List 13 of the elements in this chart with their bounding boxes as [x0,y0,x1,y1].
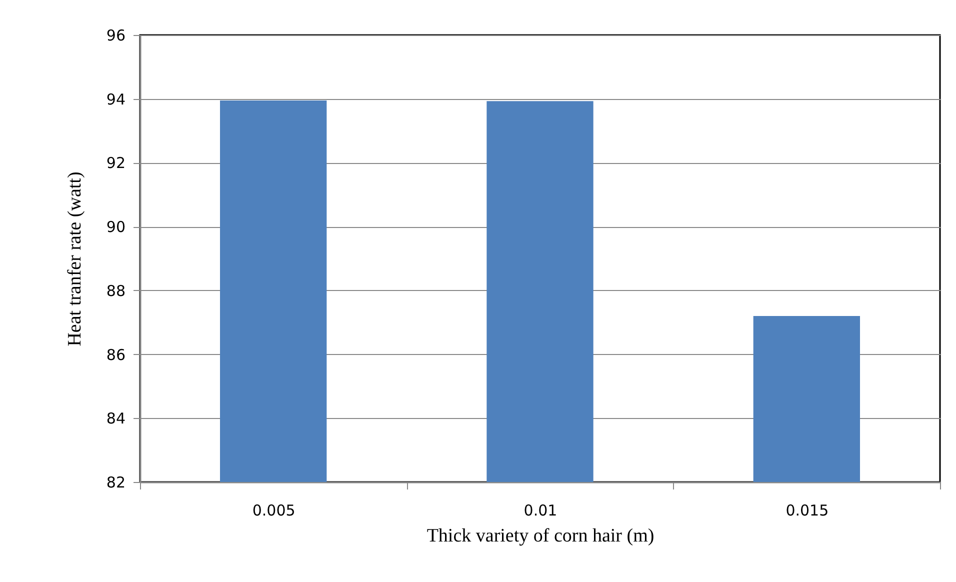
y-tick-label: 86 [106,346,126,364]
y-tick-label: 82 [106,474,126,492]
y-tick-label: 88 [106,282,126,300]
x-tick-label: 0.015 [786,502,829,520]
x-axis-title: Thick variety of corn hair (m) [426,526,654,546]
y-tick-label: 92 [106,154,126,172]
x-tick-label: 0.01 [524,502,558,520]
y-tick-label: 84 [106,410,126,428]
y-tick-label: 96 [106,26,126,44]
y-axis-title: Heat tranfer rate (watt) [64,172,86,346]
y-tick-label: 90 [106,218,126,236]
y-tick-label: 94 [106,90,126,108]
x-tick-label: 0.005 [252,502,296,520]
